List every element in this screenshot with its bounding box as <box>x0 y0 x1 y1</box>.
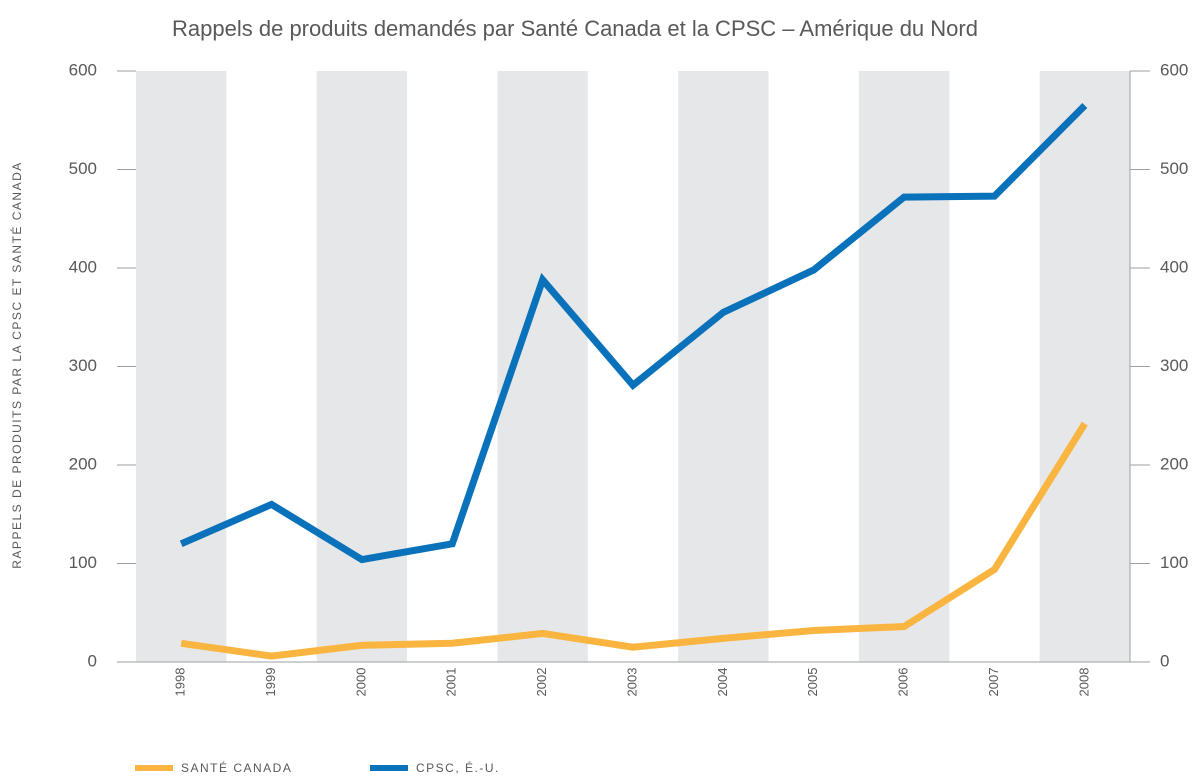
y-tick-label: 400 <box>69 257 97 276</box>
x-tick-label: 2003 <box>624 668 639 697</box>
x-tick-label: 2007 <box>986 668 1001 697</box>
x-tick-label: 1998 <box>173 668 188 697</box>
line <box>180 421 1088 660</box>
x-tick-label: 2005 <box>805 668 820 697</box>
y-tick-label: 100 <box>69 553 97 572</box>
band <box>1039 71 1130 662</box>
y2-tick-label: 600 <box>1160 60 1188 79</box>
y2-tick-label: 400 <box>1160 257 1188 276</box>
y-tick-label: 200 <box>69 454 97 473</box>
y-tick-label: 600 <box>69 60 97 79</box>
legend-swatch <box>370 765 408 771</box>
band <box>858 71 950 662</box>
y-tick-label: 500 <box>69 159 97 178</box>
band <box>678 71 769 662</box>
band <box>316 71 408 662</box>
legend-label: CPSC, É.-U. <box>416 760 500 775</box>
chart-title: Rappels de produits demandés par Santé C… <box>172 16 978 41</box>
y-tick-label: 0 <box>88 651 97 670</box>
x-tick-label: 2004 <box>715 668 730 697</box>
x-tick-label: 2002 <box>534 668 549 697</box>
y-axis-label: RAPPELS DE PRODUITS PAR LA CPSC ET SANTÉ… <box>9 161 24 568</box>
x-tick-label: 2001 <box>444 668 459 697</box>
legend-swatch <box>135 765 173 771</box>
y2-tick-label: 500 <box>1160 159 1188 178</box>
x-tick-label: 2008 <box>1076 668 1091 697</box>
y2-tick-label: 300 <box>1160 356 1188 375</box>
line <box>179 103 1088 564</box>
band <box>136 71 227 662</box>
x-tick-label: 2006 <box>896 668 911 697</box>
y-tick-label: 300 <box>69 356 97 375</box>
y2-tick-label: 0 <box>1160 651 1169 670</box>
legend-label: SANTÉ CANADA <box>181 760 292 775</box>
y2-tick-label: 200 <box>1160 454 1188 473</box>
y2-tick-label: 100 <box>1160 553 1188 572</box>
x-tick-label: 2000 <box>353 668 368 697</box>
x-tick-label: 1999 <box>263 668 278 697</box>
